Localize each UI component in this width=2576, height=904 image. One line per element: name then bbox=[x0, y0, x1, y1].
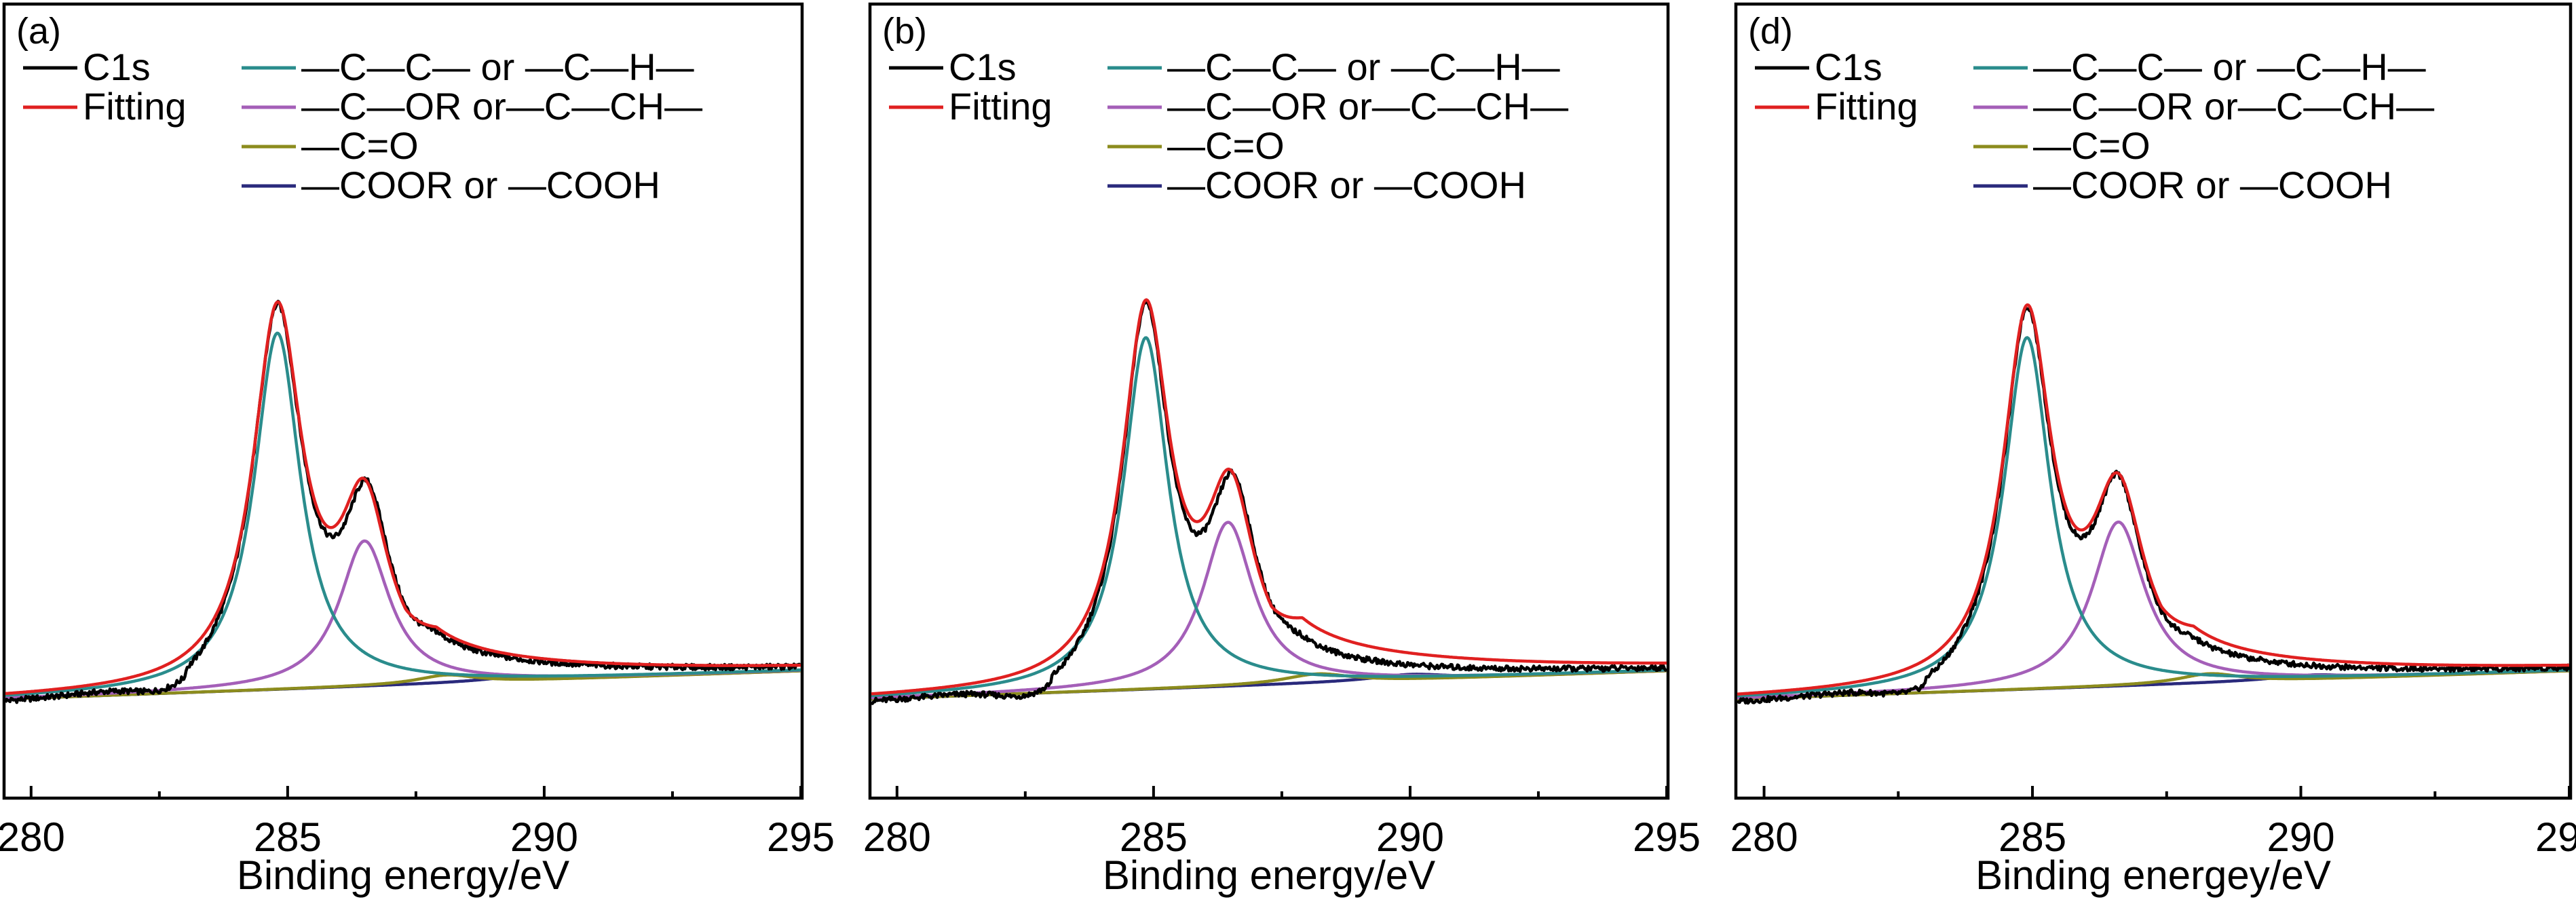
x-tick-label: 285 bbox=[1999, 814, 2066, 860]
plot-frame bbox=[1734, 2, 2573, 800]
legend-entry: —C=O bbox=[1973, 124, 2151, 167]
legend-label: C1s bbox=[1815, 45, 1882, 88]
legend-label: —COOR or —COOH bbox=[301, 164, 660, 206]
legend-entry: Fitting bbox=[23, 85, 187, 128]
legend-label: Fitting bbox=[949, 85, 1053, 128]
series-line-4 bbox=[871, 521, 1667, 700]
panel-2: (b) 280 285 290 295 Binding energy/eV C1sFitti… bbox=[863, 2, 1701, 898]
legend-label: —C—C— or —C—H— bbox=[301, 45, 694, 88]
x-tick-label: 290 bbox=[510, 814, 578, 860]
legend-entry: —C—OR or—C—CH— bbox=[1107, 85, 1568, 128]
x-tick-label: 290 bbox=[2267, 814, 2334, 860]
legend-label: —C—C— or —C—H— bbox=[2033, 45, 2426, 88]
legend-label: —COOR or —COOH bbox=[1167, 164, 1526, 206]
x-tick-label: 285 bbox=[1120, 814, 1188, 860]
x-axis-label: Binding energy/eV bbox=[237, 852, 569, 898]
series-line-3 bbox=[1737, 336, 2570, 698]
legend-label: —COOR or —COOH bbox=[2033, 164, 2392, 206]
x-tick-label: 280 bbox=[863, 814, 931, 860]
legend-entry: Fitting bbox=[889, 85, 1053, 128]
legend-entry: —C—C— or —C—H— bbox=[242, 45, 694, 88]
panel-3: (d) 280 285 290 295 Binding energey/eV C1sFitt… bbox=[1730, 2, 2576, 898]
x-tick-label: 295 bbox=[2535, 814, 2576, 860]
legend-label: —C—C— or —C—H— bbox=[1167, 45, 1560, 88]
x-tick-label: 280 bbox=[0, 814, 65, 860]
series-line-1 bbox=[3, 299, 802, 704]
x-tick-label: 295 bbox=[767, 814, 835, 860]
legend-label: —C=O bbox=[301, 124, 419, 167]
legend-label: C1s bbox=[83, 45, 151, 88]
panel-label: (d) bbox=[1748, 11, 1793, 52]
panel-1: (a) 280 285 290 295 Binding energy/eV C1sFitti… bbox=[0, 2, 835, 898]
legend-entry: —C=O bbox=[242, 124, 419, 167]
panel-label: (b) bbox=[882, 11, 927, 52]
legend-entry: —C—OR or—C—CH— bbox=[1973, 85, 2434, 128]
legend-entry: —C—C— or —C—H— bbox=[1107, 45, 1560, 88]
x-tick-label: 290 bbox=[1376, 814, 1444, 860]
legend-label: C1s bbox=[949, 45, 1017, 88]
x-tick-label: 295 bbox=[1633, 814, 1701, 860]
series-line-1 bbox=[871, 299, 1668, 706]
legend-entry: Fitting bbox=[1755, 85, 1918, 128]
x-axis-label: Binding energey/eV bbox=[1975, 852, 2331, 898]
legend-entry: C1s bbox=[23, 45, 151, 88]
series-line-2 bbox=[1737, 303, 2570, 696]
x-tick-label: 285 bbox=[254, 814, 322, 860]
legend-entry: —C=O bbox=[1107, 124, 1285, 167]
x-tick-label: 280 bbox=[1730, 814, 1798, 860]
x-axis-label: Binding energy/eV bbox=[1103, 852, 1435, 898]
legend-entry: —COOR or —COOH bbox=[1107, 164, 1526, 206]
legend-entry: C1s bbox=[1755, 45, 1882, 88]
legend-label: Fitting bbox=[1815, 85, 1918, 128]
legend-label: —C—OR or—C—CH— bbox=[2033, 85, 2434, 128]
series-line-1 bbox=[1736, 307, 2571, 705]
legend-entry: —COOR or —COOH bbox=[1973, 164, 2392, 206]
plot-frame bbox=[2, 2, 804, 800]
legend-label: —C—OR or—C—CH— bbox=[301, 85, 702, 128]
legend-entry: —COOR or —COOH bbox=[242, 164, 660, 206]
series-line-2 bbox=[5, 300, 801, 696]
panel-label: (a) bbox=[16, 11, 61, 52]
legend-label: —C=O bbox=[2033, 124, 2151, 167]
series-line-2 bbox=[871, 298, 1667, 696]
legend-entry: C1s bbox=[889, 45, 1017, 88]
legend-entry: —C—C— or —C—H— bbox=[1973, 45, 2426, 88]
series-line-3 bbox=[5, 331, 801, 697]
legend-label: Fitting bbox=[83, 85, 187, 128]
legend-label: —C=O bbox=[1167, 124, 1285, 167]
series-line-3 bbox=[871, 336, 1667, 698]
legend-label: —C—OR or—C—CH— bbox=[1167, 85, 1568, 128]
legend-entry: —C—OR or—C—CH— bbox=[242, 85, 702, 128]
plot-frame bbox=[868, 2, 1670, 800]
